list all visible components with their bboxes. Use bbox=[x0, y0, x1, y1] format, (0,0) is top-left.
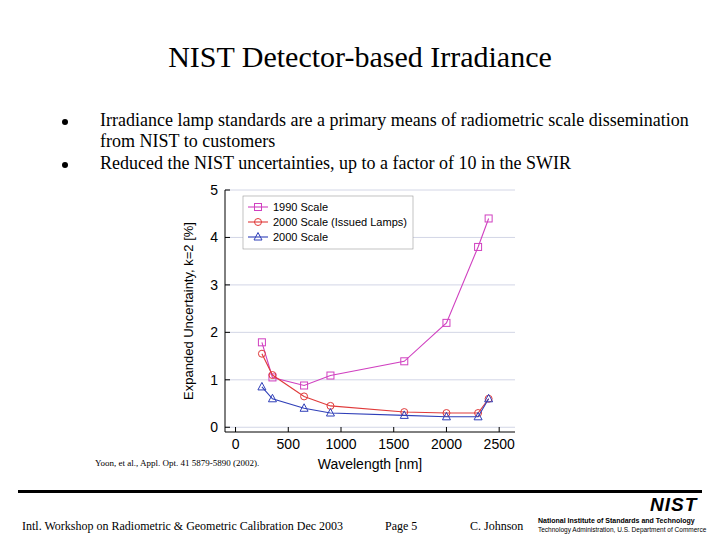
grid-line bbox=[225, 284, 515, 285]
x-tick bbox=[393, 427, 394, 432]
x-tick bbox=[288, 427, 289, 432]
y-tick bbox=[225, 284, 230, 285]
grid-line bbox=[225, 190, 515, 191]
data-point bbox=[258, 350, 265, 357]
footer-rule bbox=[18, 490, 702, 493]
x-tick bbox=[235, 427, 236, 432]
legend-marker bbox=[255, 204, 262, 211]
footer-author: C. Johnson bbox=[470, 519, 523, 534]
data-point bbox=[326, 409, 334, 417]
legend-box bbox=[243, 196, 413, 249]
logo: NIST bbox=[650, 494, 697, 516]
footer-page: Page 5 bbox=[385, 519, 417, 534]
y-tick-label: 0 bbox=[210, 419, 218, 435]
data-point bbox=[301, 393, 308, 400]
y-tick-label: 3 bbox=[210, 277, 218, 293]
data-point bbox=[401, 358, 408, 365]
x-axis bbox=[225, 432, 515, 433]
legend-line bbox=[248, 221, 268, 222]
y-tick bbox=[225, 332, 230, 333]
y-tick-label: 4 bbox=[210, 229, 218, 245]
grid-line bbox=[225, 427, 515, 428]
data-point bbox=[301, 382, 308, 389]
legend-marker bbox=[255, 219, 262, 226]
data-point bbox=[300, 404, 308, 412]
legend-label: 2000 Scale (Issued Lamps) bbox=[273, 216, 407, 228]
agency: National Institute of Standards and Tech… bbox=[538, 517, 695, 524]
y-tick bbox=[225, 379, 230, 380]
y-tick bbox=[225, 427, 230, 428]
bullet-text: Reduced the NIST uncertainties, up to a … bbox=[100, 153, 695, 174]
footer-event: Intl. Workshop on Radiometric & Geometri… bbox=[22, 519, 343, 534]
series-line bbox=[262, 354, 489, 413]
legend-line bbox=[248, 206, 268, 207]
legend-label: 2000 Scale bbox=[273, 231, 328, 243]
bullet-dot bbox=[62, 162, 68, 168]
data-point bbox=[400, 411, 408, 419]
data-point bbox=[268, 394, 276, 402]
data-point bbox=[258, 339, 265, 346]
slide-title: NIST Detector-based Irradiance bbox=[0, 40, 720, 74]
y-tick bbox=[225, 237, 230, 238]
citation: Yoon, et al., Appl. Opt. 41 5879-5890 (2… bbox=[95, 458, 259, 468]
data-point bbox=[327, 372, 334, 379]
y-tick-label: 2 bbox=[210, 324, 218, 340]
y-tick-label: 1 bbox=[210, 372, 218, 388]
y-axis-label: Expanded Uncertainty, k=2 [%] bbox=[181, 222, 196, 400]
x-tick-label: 1000 bbox=[325, 436, 356, 452]
data-point bbox=[474, 412, 482, 420]
grid-line bbox=[225, 332, 515, 333]
data-point bbox=[269, 372, 276, 379]
legend-label: 1990 Scale bbox=[273, 201, 328, 213]
x-tick bbox=[499, 427, 500, 432]
y-tick bbox=[225, 190, 230, 191]
bullet-dot bbox=[62, 119, 68, 125]
x-tick-label: 2500 bbox=[484, 436, 515, 452]
slide: NIST Detector-based Irradiance Irradiance… bbox=[0, 0, 720, 540]
data-point bbox=[475, 243, 482, 250]
chart: 0 1 2 3 4 5 0 500 1000 1500 2000 2500 Wavelength [nm… bbox=[0, 0, 720, 540]
bullet-text: Irradiance lamp standards are a primary … bbox=[100, 110, 695, 152]
data-point bbox=[258, 382, 266, 390]
legend-marker bbox=[254, 233, 262, 241]
x-tick-label: 500 bbox=[277, 436, 301, 452]
y-axis bbox=[225, 190, 226, 432]
data-point bbox=[485, 394, 493, 402]
x-tick-label: 0 bbox=[232, 436, 240, 452]
x-tick bbox=[446, 427, 447, 432]
data-point bbox=[442, 412, 450, 420]
x-tick bbox=[341, 427, 342, 432]
x-axis-label: Wavelength [nm] bbox=[318, 456, 423, 472]
x-tick-label: 2000 bbox=[431, 436, 462, 452]
legend-line bbox=[248, 236, 268, 237]
y-tick-label: 5 bbox=[210, 182, 218, 198]
department: Technology Administration, U.S. Departme… bbox=[538, 526, 706, 533]
data-point bbox=[443, 319, 450, 326]
x-tick-label: 1500 bbox=[378, 436, 409, 452]
series-line bbox=[262, 387, 489, 417]
data-point bbox=[485, 215, 492, 222]
